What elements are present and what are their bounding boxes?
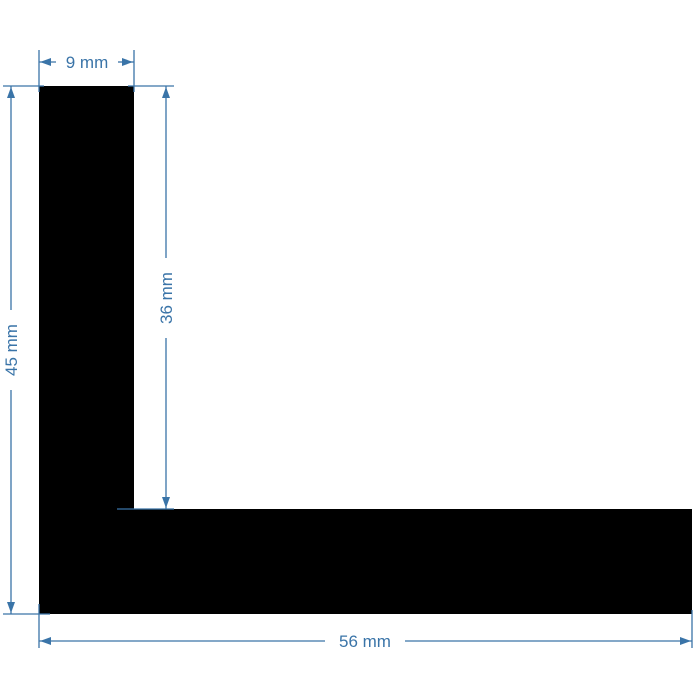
dimension-total-width: 56 mm xyxy=(38,604,693,651)
dimension-label-inner-height: 36 mm xyxy=(157,272,176,324)
dimension-label-total-width: 56 mm xyxy=(339,632,391,651)
dimension-total-height: 45 mm xyxy=(2,85,50,615)
dimension-label-total-height: 45 mm xyxy=(2,324,21,376)
dimension-label-thickness: 9 mm xyxy=(66,53,109,72)
l-profile-shape xyxy=(39,86,692,614)
dimension-thickness: 9 mm xyxy=(38,50,135,92)
dimension-inner-height: 36 mm xyxy=(117,85,176,510)
